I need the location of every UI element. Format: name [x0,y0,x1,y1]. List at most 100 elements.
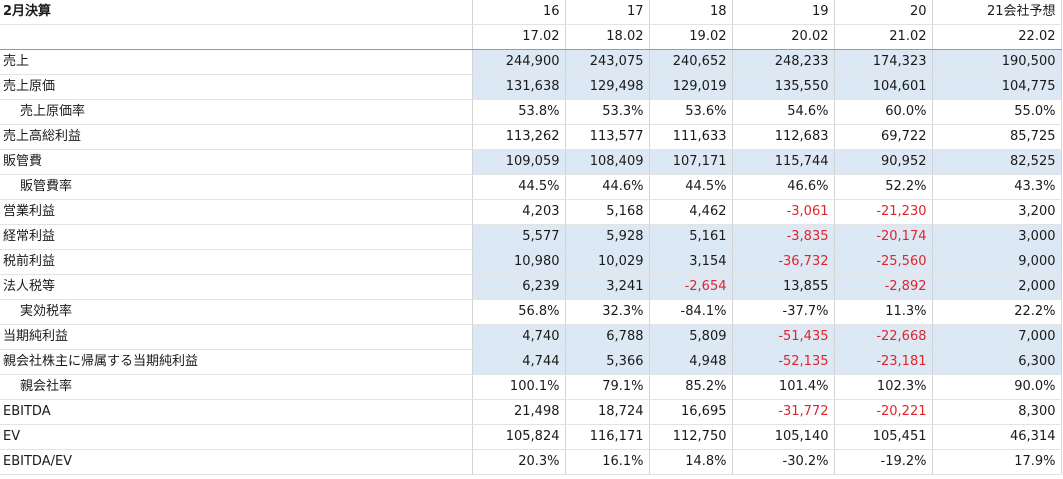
row-label-cell[interactable]: 当期純利益 [0,324,473,350]
row-label-cell[interactable]: 売上原価率 [0,99,473,125]
value-cell[interactable]: -21,230 [834,199,933,225]
value-cell[interactable]: 129,019 [649,74,733,100]
value-cell[interactable]: 69,722 [834,124,933,150]
value-cell[interactable]: 52.2% [834,174,933,200]
value-cell[interactable]: 112,683 [732,124,835,150]
value-cell[interactable]: 53.3% [565,99,650,125]
value-cell[interactable]: 7,000 [932,324,1062,350]
header-year-cell[interactable]: 20 [834,0,933,25]
value-cell[interactable]: 60.0% [834,99,933,125]
value-cell[interactable]: 11.3% [834,299,933,325]
value-cell[interactable]: -20,174 [834,224,933,250]
value-cell[interactable]: 113,577 [565,124,650,150]
value-cell[interactable]: -31,772 [732,399,835,425]
header-period-cell[interactable]: 18.02 [565,24,650,50]
value-cell[interactable]: 243,075 [565,49,650,75]
value-cell[interactable]: 10,029 [565,249,650,275]
row-label-cell[interactable]: 営業利益 [0,199,473,225]
value-cell[interactable]: -3,835 [732,224,835,250]
value-cell[interactable]: 46.6% [732,174,835,200]
value-cell[interactable]: 20.3% [472,449,566,475]
row-label-cell[interactable]: 売上 [0,49,473,75]
value-cell[interactable]: 18,724 [565,399,650,425]
value-cell[interactable]: 53.8% [472,99,566,125]
value-cell[interactable]: 85.2% [649,374,733,400]
value-cell[interactable]: 105,140 [732,424,835,450]
value-cell[interactable]: 90,952 [834,149,933,175]
value-cell[interactable]: 102.3% [834,374,933,400]
value-cell[interactable]: 6,300 [932,349,1062,375]
value-cell[interactable]: 104,601 [834,74,933,100]
row-label-cell[interactable]: 実効税率 [0,299,473,325]
value-cell[interactable]: 14.8% [649,449,733,475]
row-label-cell[interactable]: 親会社株主に帰属する当期純利益 [0,349,473,375]
value-cell[interactable]: 5,168 [565,199,650,225]
row-label-cell[interactable]: 税前利益 [0,249,473,275]
value-cell[interactable]: 4,948 [649,349,733,375]
value-cell[interactable]: 3,241 [565,274,650,300]
value-cell[interactable]: 21,498 [472,399,566,425]
row-label-cell[interactable]: 親会社率 [0,374,473,400]
header-period-cell[interactable]: 22.02 [932,24,1062,50]
value-cell[interactable]: 3,200 [932,199,1062,225]
value-cell[interactable]: 5,928 [565,224,650,250]
value-cell[interactable]: 3,154 [649,249,733,275]
value-cell[interactable]: 240,652 [649,49,733,75]
value-cell[interactable]: 109,059 [472,149,566,175]
value-cell[interactable]: -23,181 [834,349,933,375]
value-cell[interactable]: 90.0% [932,374,1062,400]
value-cell[interactable]: 54.6% [732,99,835,125]
value-cell[interactable]: 5,366 [565,349,650,375]
value-cell[interactable]: 4,203 [472,199,566,225]
value-cell[interactable]: 43.3% [932,174,1062,200]
value-cell[interactable]: 3,000 [932,224,1062,250]
value-cell[interactable]: -2,654 [649,274,733,300]
value-cell[interactable]: 82,525 [932,149,1062,175]
value-cell[interactable]: 116,171 [565,424,650,450]
row-label-cell[interactable]: 法人税等 [0,274,473,300]
value-cell[interactable]: 248,233 [732,49,835,75]
header-period-cell[interactable]: 17.02 [472,24,566,50]
value-cell[interactable]: 56.8% [472,299,566,325]
row-label-cell[interactable]: 販管費率 [0,174,473,200]
value-cell[interactable]: 2,000 [932,274,1062,300]
value-cell[interactable]: 46,314 [932,424,1062,450]
value-cell[interactable]: 6,788 [565,324,650,350]
row-label-cell[interactable]: EBITDA/EV [0,449,473,475]
value-cell[interactable]: 174,323 [834,49,933,75]
header-label-cell[interactable]: 2月決算 [0,0,473,25]
value-cell[interactable]: 44.5% [649,174,733,200]
value-cell[interactable]: 4,462 [649,199,733,225]
value-cell[interactable]: 8,300 [932,399,1062,425]
row-label-cell[interactable]: EBITDA [0,399,473,425]
value-cell[interactable]: 105,824 [472,424,566,450]
value-cell[interactable]: 9,000 [932,249,1062,275]
value-cell[interactable]: 13,855 [732,274,835,300]
header-year-cell[interactable]: 18 [649,0,733,25]
value-cell[interactable]: 16,695 [649,399,733,425]
value-cell[interactable]: -20,221 [834,399,933,425]
value-cell[interactable]: 5,577 [472,224,566,250]
row-label-cell[interactable]: EV [0,424,473,450]
value-cell[interactable]: 113,262 [472,124,566,150]
value-cell[interactable]: -84.1% [649,299,733,325]
value-cell[interactable]: 100.1% [472,374,566,400]
header-year-cell[interactable]: 19 [732,0,835,25]
value-cell[interactable]: 32.3% [565,299,650,325]
value-cell[interactable]: 16.1% [565,449,650,475]
value-cell[interactable]: -2,892 [834,274,933,300]
header-year-cell[interactable]: 21会社予想 [932,0,1062,25]
value-cell[interactable]: 105,451 [834,424,933,450]
value-cell[interactable]: 4,744 [472,349,566,375]
value-cell[interactable]: 5,809 [649,324,733,350]
value-cell[interactable]: 4,740 [472,324,566,350]
value-cell[interactable]: 131,638 [472,74,566,100]
value-cell[interactable]: 111,633 [649,124,733,150]
value-cell[interactable]: 85,725 [932,124,1062,150]
value-cell[interactable]: -37.7% [732,299,835,325]
header-year-cell[interactable]: 17 [565,0,650,25]
value-cell[interactable]: 22.2% [932,299,1062,325]
header-period-cell[interactable]: 21.02 [834,24,933,50]
value-cell[interactable]: 6,239 [472,274,566,300]
value-cell[interactable]: 5,161 [649,224,733,250]
